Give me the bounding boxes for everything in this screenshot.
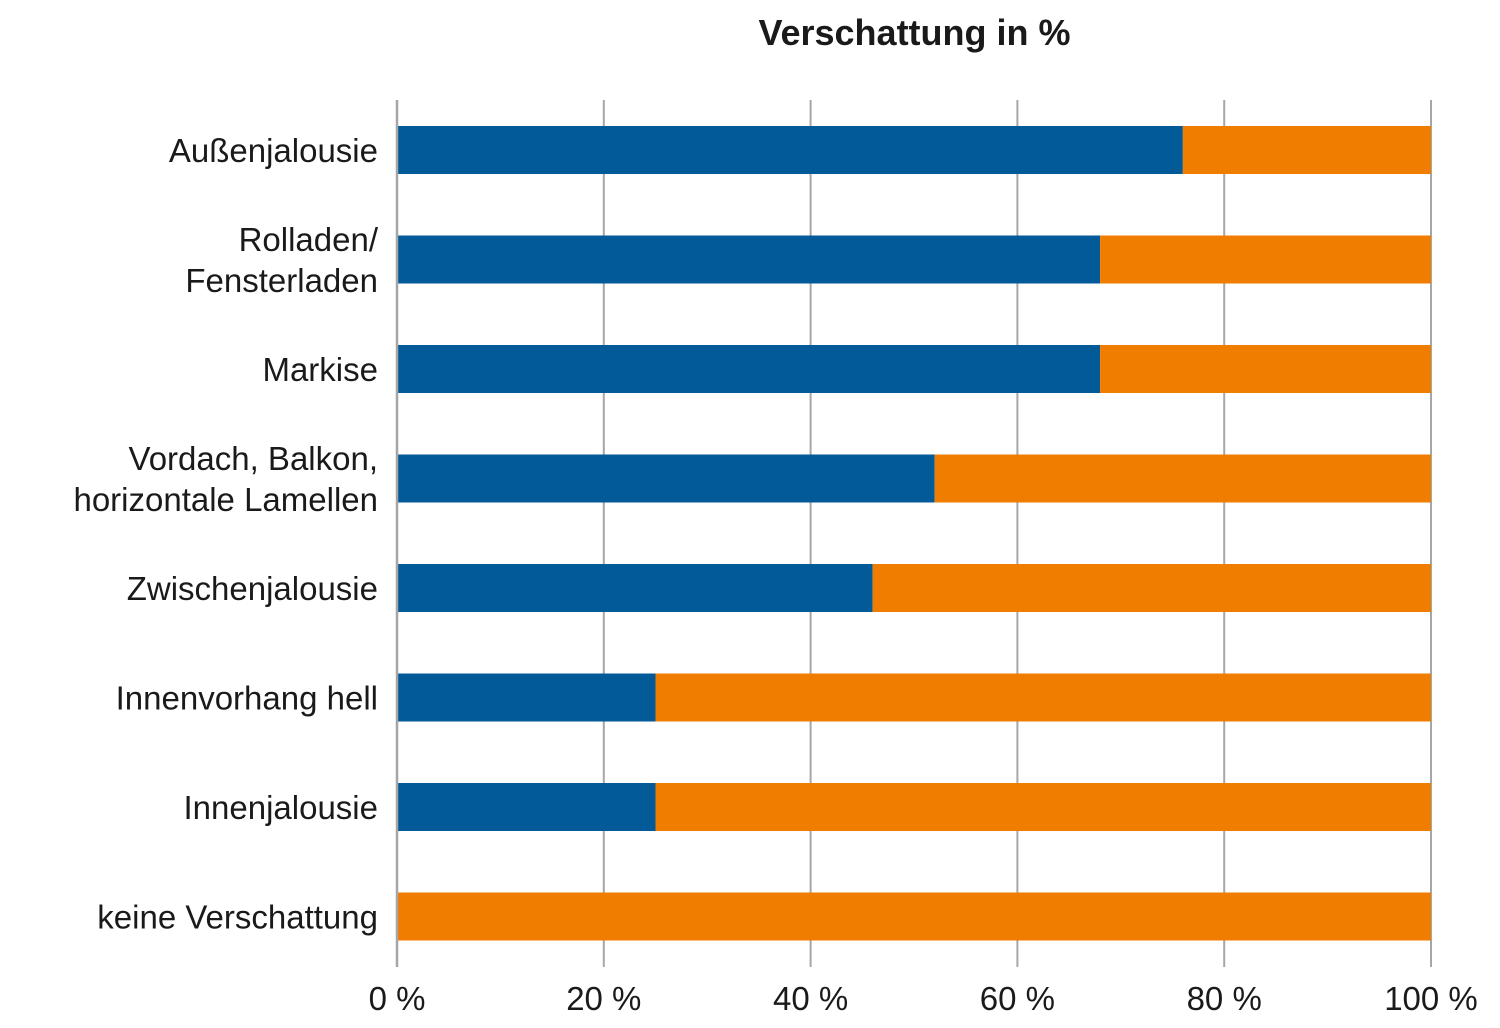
chart-title: Verschattung in % <box>758 12 1071 53</box>
category-label-line: Außenjalousie <box>169 132 378 169</box>
x-tick-label: 100 % <box>1384 980 1478 1017</box>
grid-lines <box>602 100 1432 967</box>
bar-1-series-0 <box>397 235 1101 284</box>
bars <box>397 126 1431 941</box>
category-label: Rolladen/Fensterladen <box>185 221 378 299</box>
bar-5-series-1 <box>655 673 1431 722</box>
bar-3-series-0 <box>397 454 935 503</box>
category-label-line: horizontale Lamellen <box>73 481 378 518</box>
category-label-line: Innenjalousie <box>184 789 379 826</box>
x-tick-label: 60 % <box>980 980 1055 1017</box>
category-label: Innenvorhang hell <box>116 680 378 717</box>
category-labels: Außenjalousie Rolladen/Fensterladen Markis… <box>73 132 378 936</box>
x-tick-label: 20 % <box>566 980 641 1017</box>
x-tick-labels: 0 % 20 % 40 % 60 % 80 % 100 % <box>369 980 1478 1017</box>
category-label-line: Innenvorhang hell <box>116 680 378 717</box>
bar-2-series-1 <box>1100 345 1431 393</box>
category-label-line: Vordach, Balkon, <box>129 440 379 477</box>
category-label-line: Markise <box>262 351 378 388</box>
bar-3-series-1 <box>934 454 1431 503</box>
x-tick-label: 40 % <box>773 980 848 1017</box>
bar-0-series-1 <box>1182 126 1431 174</box>
category-label: Zwischenjalousie <box>127 570 378 607</box>
bar-6-series-1 <box>655 783 1431 831</box>
category-label: Markise <box>262 351 378 388</box>
bar-6-series-0 <box>397 783 656 831</box>
bar-7-series-1 <box>397 892 1431 941</box>
category-label: Innenjalousie <box>184 789 379 826</box>
bar-4-series-0 <box>397 564 873 612</box>
category-label: Vordach, Balkon, horizontale Lamellen <box>73 440 378 518</box>
category-label: Außenjalousie <box>169 132 378 169</box>
bar-2-series-0 <box>397 345 1101 393</box>
category-label-line: Fensterladen <box>185 262 378 299</box>
x-tick-label: 0 % <box>369 980 426 1017</box>
category-label: keine Verschattung <box>97 899 378 936</box>
bar-4-series-1 <box>872 564 1431 612</box>
category-label-line: Zwischenjalousie <box>127 570 378 607</box>
category-label-line: Rolladen/ <box>239 221 379 258</box>
bar-1-series-1 <box>1100 235 1431 284</box>
bar-5-series-0 <box>397 673 656 722</box>
bar-0-series-0 <box>397 126 1183 174</box>
category-label-line: keine Verschattung <box>97 899 378 936</box>
x-tick-label: 80 % <box>1187 980 1262 1017</box>
